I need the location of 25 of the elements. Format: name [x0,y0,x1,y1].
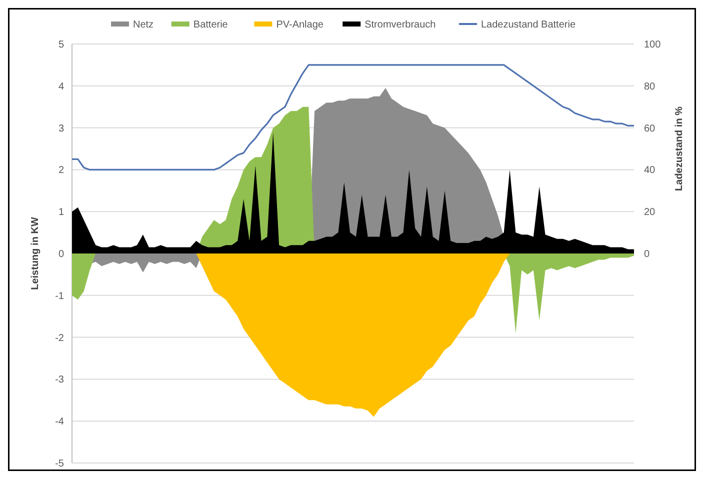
y-tick-label: 3 [58,123,64,134]
y2-tick-label: 0 [644,249,650,260]
y-tick-label: 1 [58,207,64,218]
y-tick-label: -1 [55,290,64,302]
legend-label: Batterie [193,20,228,30]
legend-label: Netz [133,20,154,30]
y-tick-label: -5 [55,458,64,470]
y2-tick-label: 80 [644,81,656,92]
y2-tick-label: 100 [644,40,662,50]
legend-label: Ladezustand Batterie [481,20,576,30]
y-tick-label: -3 [55,374,64,386]
y2-tick-label: 60 [644,123,656,134]
legend-label: Stromverbrauch [364,20,436,30]
legend-label: PV-Anlage [276,20,324,30]
y-tick-label: -4 [55,416,64,428]
y2-tick-label: 20 [644,207,656,218]
y-tick-label: 0 [58,249,64,260]
y-tick-label: 4 [58,81,64,92]
y-tick-label: 2 [58,165,64,176]
y-tick-label: -2 [55,332,64,344]
y2-tick-label: 40 [644,165,656,176]
y2-axis-title: Ladezustand in % [674,106,685,191]
y-axis-title: Leistung in KW [30,216,41,290]
line-series [71,64,635,170]
y-tick-label: 5 [58,40,64,50]
